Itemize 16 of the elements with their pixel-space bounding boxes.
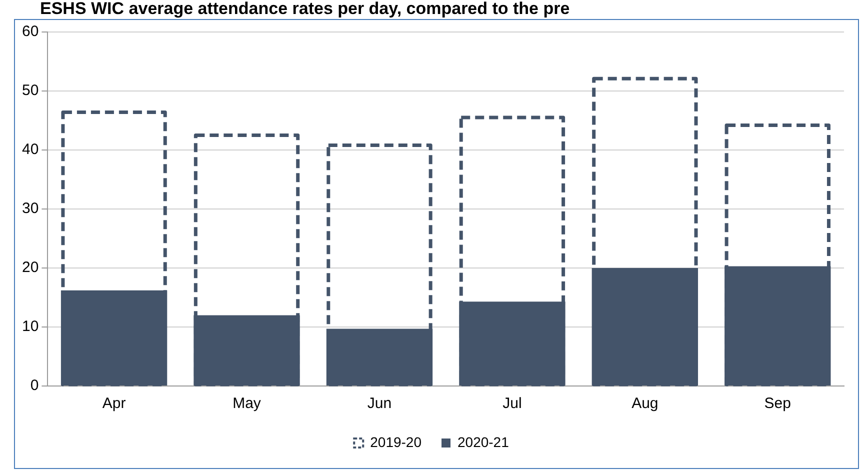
legend-label: 2020-21 (458, 434, 510, 450)
x-tick-label: Apr (102, 395, 126, 412)
x-tick-label: Sep (764, 395, 791, 412)
y-tick-label: 20 (22, 259, 39, 276)
chart-title: ESHS WIC average attendance rates per day, compared to the pre (40, 0, 570, 18)
y-tick-label: 0 (30, 377, 39, 394)
y-tick-label: 50 (22, 82, 39, 100)
x-tick-label: Jun (367, 395, 392, 412)
y-tick-label: 10 (22, 318, 39, 336)
y-tick-label: 60 (22, 23, 39, 40)
y-tick-label: 30 (22, 200, 39, 218)
x-tick-label: May (232, 395, 262, 412)
x-tick-label: Jul (502, 395, 522, 412)
y-tick-label: 40 (22, 141, 39, 158)
x-tick-label: Aug (632, 395, 658, 412)
legend-label: 2019-20 (370, 434, 422, 450)
